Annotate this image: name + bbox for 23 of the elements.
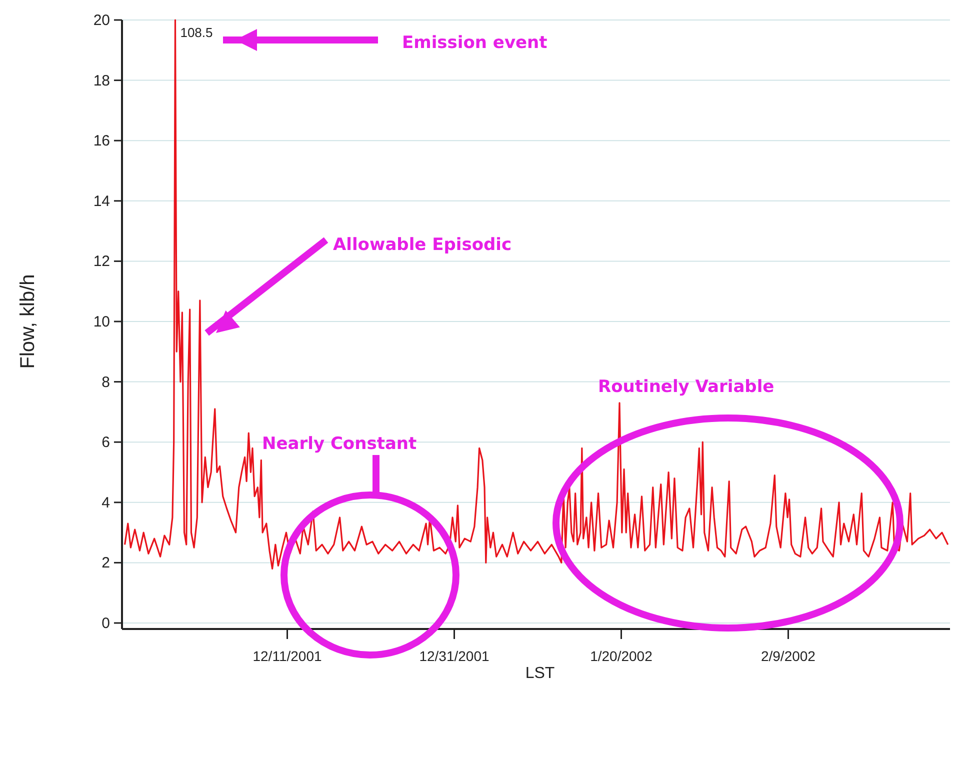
y-tick-label: 10 — [93, 314, 110, 330]
x-axis-title: LST — [525, 665, 555, 682]
annotation: Routinely Variable — [598, 377, 774, 397]
y-tick-label: 2 — [102, 554, 110, 572]
y-axis-title: Flow, klb/h — [17, 274, 39, 369]
annotation: 108.5 — [180, 25, 213, 40]
x-tick-label: 12/11/2001 — [252, 648, 322, 664]
annotation: Emission event — [402, 33, 548, 53]
annotation: Allowable Episodic — [333, 235, 512, 255]
y-tick-label: 0 — [102, 615, 110, 632]
x-tick-label: 2/9/2002 — [760, 648, 816, 664]
line-series — [124, 19, 949, 570]
x-tick-label: 1/20/2002 — [590, 648, 653, 664]
y-tick-label: 4 — [102, 494, 110, 512]
x-tick-label: 12/31/2001 — [419, 648, 490, 664]
y-tick-label: 6 — [102, 434, 110, 452]
y-tick-label: 16 — [93, 132, 110, 150]
y-tick-label: 12 — [93, 253, 110, 270]
y-tick-label: 18 — [93, 72, 110, 90]
y-tick-label: 8 — [102, 374, 110, 391]
y-tick-label: 20 — [93, 12, 110, 29]
y-tick-label: 14 — [93, 192, 110, 210]
annotation: Nearly Constant — [262, 434, 417, 454]
